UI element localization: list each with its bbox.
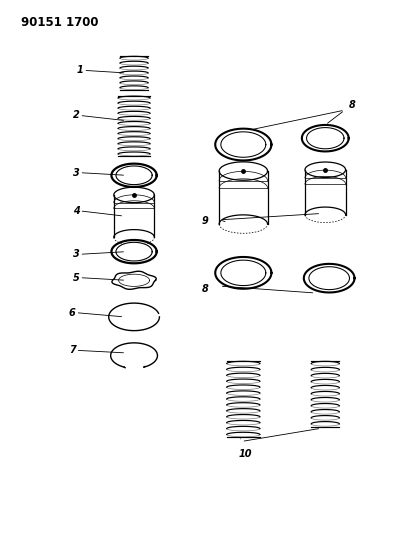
Text: 90151 1700: 90151 1700 xyxy=(21,16,98,29)
Polygon shape xyxy=(116,166,152,184)
Polygon shape xyxy=(119,274,149,286)
Polygon shape xyxy=(221,260,266,286)
Text: 8: 8 xyxy=(349,100,355,110)
Text: 7: 7 xyxy=(69,345,75,356)
Polygon shape xyxy=(219,162,268,224)
Text: 9: 9 xyxy=(202,216,208,227)
Polygon shape xyxy=(305,162,345,215)
Polygon shape xyxy=(221,132,266,157)
Polygon shape xyxy=(116,243,152,261)
Polygon shape xyxy=(309,266,349,289)
Text: 5: 5 xyxy=(73,273,79,282)
Text: 8: 8 xyxy=(202,284,208,294)
Text: 1: 1 xyxy=(77,66,83,75)
Text: 10: 10 xyxy=(239,449,252,459)
Text: 2: 2 xyxy=(73,110,79,120)
Text: 4: 4 xyxy=(73,206,79,216)
Text: 3: 3 xyxy=(73,168,79,177)
Text: 3: 3 xyxy=(73,249,79,260)
Text: 6: 6 xyxy=(69,308,75,318)
Polygon shape xyxy=(307,127,344,149)
Polygon shape xyxy=(114,187,154,237)
